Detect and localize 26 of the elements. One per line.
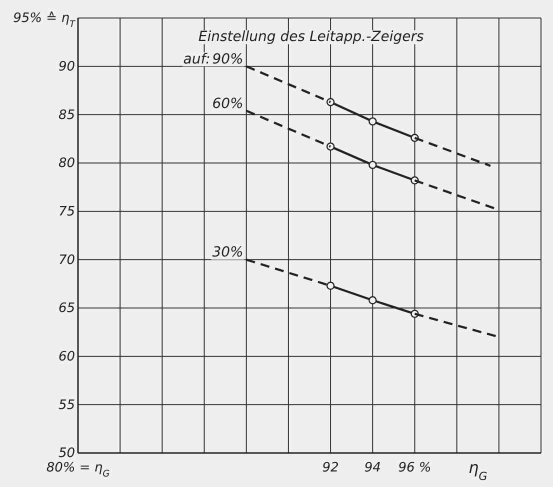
y-tick-label: 55	[58, 398, 75, 413]
x-tick-label: 92	[322, 460, 339, 476]
point	[326, 98, 335, 106]
y-tick-label: 75	[58, 204, 75, 220]
y-tick-label: 60	[58, 349, 75, 364]
series-label: 30%	[212, 244, 244, 261]
point	[326, 142, 335, 151]
point	[368, 117, 377, 126]
series-label: 60%	[212, 96, 244, 112]
x-tick-label: 94	[364, 460, 381, 476]
x-tick-label: 80% = η$_{G}$	[46, 460, 110, 480]
y-tick-label: 50	[58, 446, 75, 462]
y-tick-label: 85	[58, 108, 75, 123]
y-tick-label: 95% ≙ η$_{T}$	[13, 11, 76, 30]
annotation: auf:	[183, 51, 210, 68]
y-tick-label: 70	[58, 252, 75, 268]
series-label: 90%	[212, 51, 244, 68]
annotation: Einstellung des Leitapp.-Zeigers	[198, 29, 424, 46]
x-tick-label: 96 %	[398, 460, 432, 476]
point	[326, 282, 335, 290]
point	[368, 160, 377, 170]
y-tick-label: 65	[58, 301, 75, 316]
x-axis-title: η$_{G}$	[468, 458, 488, 482]
y-tick-label: 90	[58, 59, 75, 74]
y-tick-label: 80	[58, 156, 75, 172]
point	[368, 296, 377, 304]
